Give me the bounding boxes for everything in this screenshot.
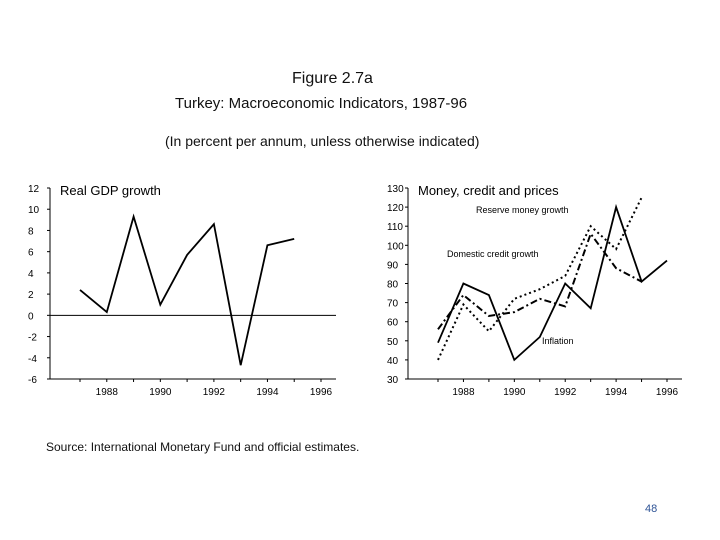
chart-gdp: 12 10 8 6 4 2 0 -2 -4 -6 1988 1990 1992 1994 1996 Real … xyxy=(28,183,336,398)
x-tick-label: 1994 xyxy=(256,387,279,398)
series-line-inflation xyxy=(437,203,668,362)
y-tick-label: 0 xyxy=(28,311,34,322)
x-tick-label: 1992 xyxy=(554,387,577,398)
page-number: 48 xyxy=(645,503,658,515)
y-tick-label: 60 xyxy=(387,318,399,329)
figure-title: Figure 2.7a xyxy=(292,70,373,87)
chart-title: Real GDP growth xyxy=(60,183,161,198)
chart-title: Money, credit and prices xyxy=(418,183,559,198)
y-tick-label: 80 xyxy=(387,280,399,291)
y-tick-label: 12 xyxy=(28,184,40,195)
y-tick-label: 30 xyxy=(387,375,399,386)
y-tick-label: 120 xyxy=(387,203,404,214)
y-tick-label: 4 xyxy=(28,269,34,280)
x-tick-label: 1988 xyxy=(452,387,475,398)
x-tick-label: 1990 xyxy=(503,387,526,398)
y-tick-label: 110 xyxy=(387,222,403,233)
x-tick-label: 1990 xyxy=(149,387,172,398)
series-label: Inflation xyxy=(542,336,574,346)
series-line-real-gdp-growth xyxy=(79,213,295,366)
y-tick-label: 10 xyxy=(28,205,40,216)
y-tick-label: 70 xyxy=(387,299,399,310)
x-tick-label: 1996 xyxy=(656,387,679,398)
series-label: Reserve money growth xyxy=(476,205,569,215)
y-tick-label: 90 xyxy=(387,260,399,271)
series-label: Domestic credit growth xyxy=(447,249,539,259)
y-tick-label: -6 xyxy=(28,375,37,386)
x-tick-label: 1996 xyxy=(310,387,333,398)
series-line-domestic-credit-growth xyxy=(437,231,643,330)
y-tick-label: 2 xyxy=(28,290,34,301)
x-tick-label: 1988 xyxy=(96,387,119,398)
chart-money: 130 120 110 100 90 80 70 60 50 40 30 1988 1990 1992 19… xyxy=(387,183,682,398)
y-tick-label: -4 xyxy=(28,354,37,365)
x-tick-label: 1992 xyxy=(203,387,226,398)
source-note: Source: International Monetary Fund and … xyxy=(46,440,360,454)
y-tick-label: -2 xyxy=(28,333,37,344)
y-tick-label: 100 xyxy=(387,241,404,252)
series-line-reserve-money-growth xyxy=(437,197,643,361)
y-tick-label: 40 xyxy=(387,356,399,367)
figure-note: (In percent per annum, unless otherwise … xyxy=(165,133,480,149)
y-tick-label: 8 xyxy=(28,226,34,237)
y-tick-label: 130 xyxy=(387,184,404,195)
y-tick-label: 6 xyxy=(28,248,34,259)
y-tick-label: 50 xyxy=(387,337,399,348)
figure-subtitle: Turkey: Macroeconomic Indicators, 1987-9… xyxy=(175,95,468,112)
x-tick-label: 1994 xyxy=(605,387,628,398)
